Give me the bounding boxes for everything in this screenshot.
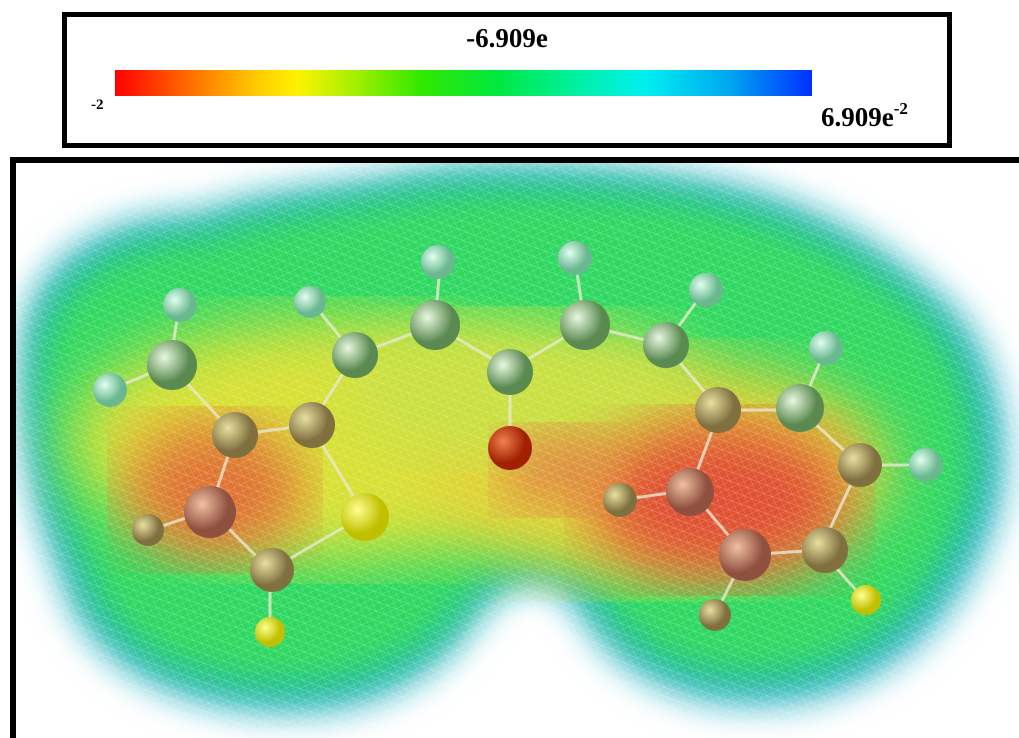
scale-exponent: -2: [91, 97, 104, 114]
mep-surface: [16, 163, 1019, 738]
max-label: 6.909e: [821, 102, 894, 132]
color-gradient-bar: [115, 70, 812, 96]
max-exponent: -2: [894, 99, 908, 118]
color-scale-legend: -6.909e -2 6.909e-2: [62, 12, 952, 148]
scale-max-positive: 6.909e-2: [821, 99, 908, 133]
molecule-panel: [10, 157, 1019, 738]
scale-max-negative: -6.909e: [67, 23, 947, 54]
page: -6.909e -2 6.909e-2: [0, 0, 1019, 738]
